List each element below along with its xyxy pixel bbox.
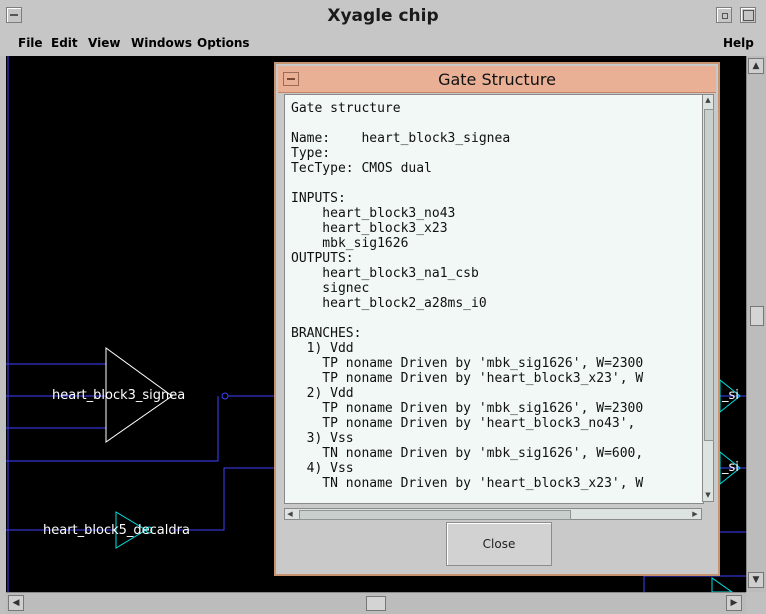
window-title: Xyagle chip (327, 6, 439, 26)
gate-signea-label: heart_block3_signea (52, 388, 186, 403)
menu-windows[interactable]: Windows (131, 36, 192, 50)
menu-bar: File Edit View Windows Options Help (0, 32, 766, 56)
schematic-drawing (6, 56, 746, 592)
gate-signea-output-dot (221, 392, 229, 400)
scroll-down-button[interactable]: ▼ (748, 572, 764, 588)
window-menu-button[interactable] (6, 7, 22, 23)
dialog-menu-button[interactable] (283, 72, 299, 86)
vertical-scroll-thumb[interactable] (750, 306, 764, 326)
gate-signea-triangle[interactable] (105, 347, 173, 443)
main-horizontal-scrollbar[interactable]: ◀ ▶ (6, 592, 746, 614)
scroll-up-button[interactable]: ▲ (748, 58, 764, 74)
close-button[interactable]: Close (446, 522, 552, 566)
gate-right1-triangle[interactable] (719, 378, 741, 414)
text-scroll-down-button[interactable]: ▼ (705, 491, 711, 499)
text-vertical-scroll-thumb[interactable] (704, 109, 714, 441)
minimize-button[interactable] (716, 7, 732, 23)
menu-edit[interactable]: Edit (51, 36, 78, 50)
scroll-right-button[interactable]: ▶ (726, 595, 742, 611)
menu-help[interactable]: Help (723, 36, 754, 50)
menu-file[interactable]: File (18, 36, 43, 50)
text-scroll-left-button[interactable]: ◀ (287, 510, 293, 518)
scroll-left-button[interactable]: ◀ (8, 595, 24, 611)
dialog-title-bar: Gate Structure (278, 66, 716, 93)
gate-structure-text: Gate structure Name: heart_block3_signea… (291, 101, 644, 491)
wires (6, 56, 746, 592)
text-horizontal-scroll-thumb[interactable] (299, 510, 571, 520)
text-scroll-right-button[interactable]: ▶ (692, 510, 698, 518)
gate-right2-label: _si (722, 460, 739, 475)
text-scroll-up-button[interactable]: ▲ (705, 96, 711, 104)
main-vertical-scrollbar[interactable]: ▲ ▼ (746, 56, 766, 592)
gate-decaldra-output-dot (145, 526, 153, 534)
text-horizontal-scrollbar[interactable]: ◀ ▶ (284, 508, 702, 520)
menu-view[interactable]: View (88, 36, 121, 50)
text-vertical-scrollbar[interactable]: ▲ ▼ (702, 94, 714, 502)
gate-decaldra-triangle[interactable] (115, 511, 147, 549)
gate-structure-dialog: Gate Structure Gate structure Name: hear… (274, 62, 720, 576)
dialog-title: Gate Structure (438, 70, 556, 89)
horizontal-scroll-thumb[interactable] (366, 596, 386, 611)
gate-decaldra-label: heart_block5_decaldra (43, 523, 190, 538)
gate-structure-text-area[interactable]: Gate structure Name: heart_block3_signea… (284, 94, 704, 504)
main-title-bar: Xyagle chip (0, 0, 766, 33)
gate-right3-triangle[interactable] (711, 577, 733, 592)
gate-right1-label: _si (722, 388, 739, 403)
gate-right2-triangle[interactable] (719, 450, 741, 486)
maximize-button[interactable] (740, 7, 756, 23)
menu-options[interactable]: Options (197, 36, 250, 50)
